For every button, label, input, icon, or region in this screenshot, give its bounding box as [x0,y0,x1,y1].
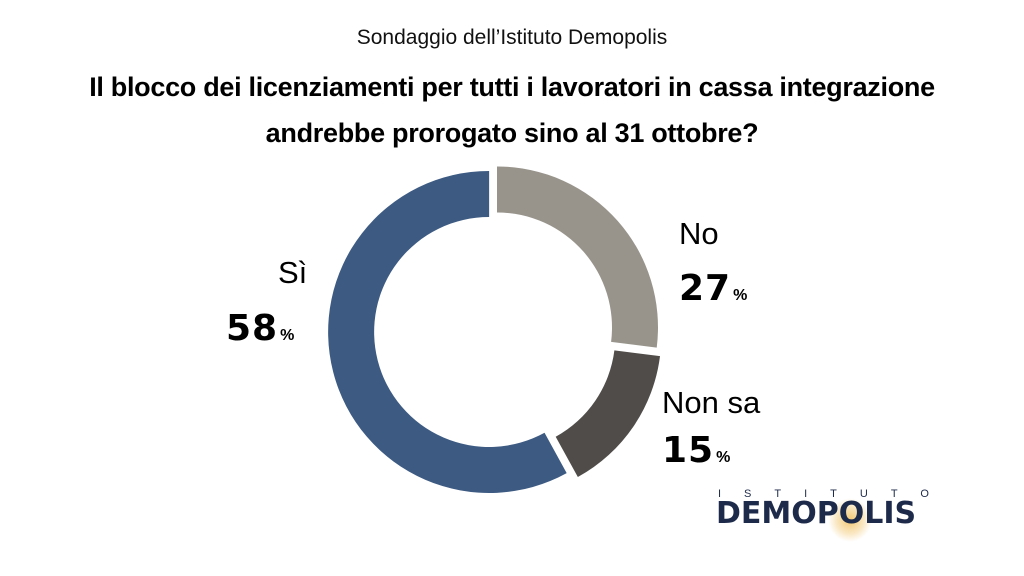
demopolis-logo: ISTITUTO DEMOPOLIS [716,488,972,542]
label-nonsa-unit: % [716,449,731,466]
label-nonsa-name: Non sa [662,385,761,420]
slice-s- [328,170,567,493]
label-nonsa-value: 15% [662,430,730,471]
chart-title: Il blocco dei licenziamenti per tutti i … [89,72,935,148]
label-si-number: 58 [226,308,279,349]
label-si-value: 58% [226,308,294,349]
label-si-name: Sì [278,255,308,290]
label-si-unit: % [280,327,295,344]
logo-main-text: DEMOPOLIS [716,496,917,531]
label-si: Sì [278,255,307,291]
slice-non-sa [555,350,661,478]
label-no-name: No [679,216,719,251]
label-no-unit: % [733,287,748,304]
label-no-value: 27% [679,268,747,309]
chart-subtitle: Sondaggio dell’Istituto Demopolis [356,26,668,49]
label-nonsa-number: 15 [662,430,715,471]
label-no-number: 27 [679,268,732,309]
logo-glow [828,498,872,542]
slice-no [497,166,658,348]
logo-main-wrap: DEMOPOLIS [716,496,972,542]
logo-top-text: ISTITUTO [718,488,952,500]
